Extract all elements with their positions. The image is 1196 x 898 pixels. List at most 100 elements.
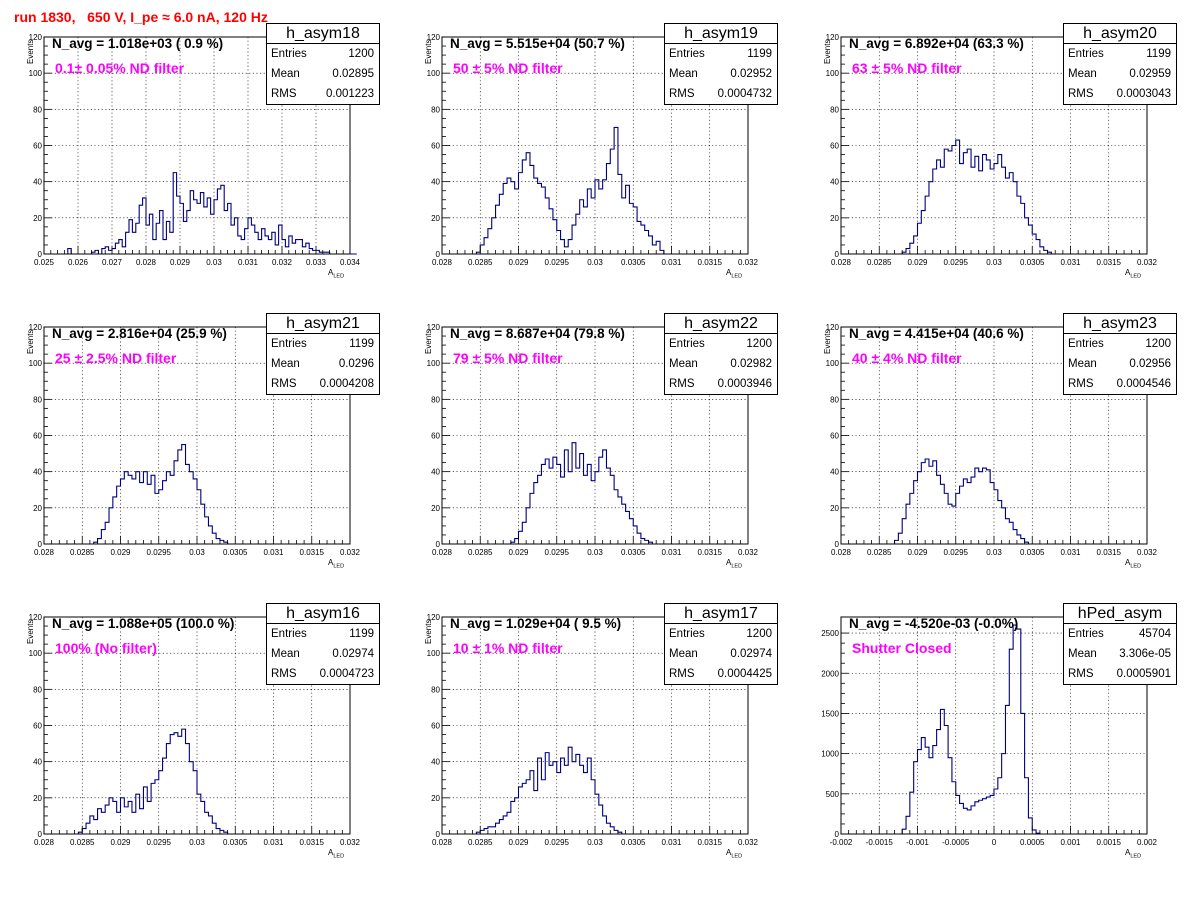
- x-tick-label: 0.0295: [545, 258, 570, 267]
- x-tick-label: 0.031: [263, 548, 284, 557]
- stats-label-entries: Entries: [271, 48, 307, 60]
- x-tick-label: 0.032: [1137, 258, 1158, 267]
- histogram-name: hPed_asym: [1064, 604, 1176, 624]
- stats-value-mean: 0.02895: [332, 68, 374, 80]
- stats-label-rms: RMS: [1068, 378, 1094, 390]
- y-tick-label: 0: [38, 540, 43, 549]
- x-tick-label: 0.0315: [300, 838, 325, 847]
- y-tick-label: 60: [431, 432, 440, 441]
- x-tick-label: 0.032: [1137, 548, 1158, 557]
- x-tick-label: 0.0285: [867, 548, 892, 557]
- stats-label-mean: Mean: [1068, 358, 1097, 370]
- x-tick-label: 0.029: [508, 258, 529, 267]
- stats-row-entries: Entries 1199: [665, 44, 777, 64]
- y-tick-label: 120: [826, 33, 840, 42]
- y-tick-label: 80: [33, 105, 42, 114]
- y-tick-label: 1500: [821, 709, 839, 718]
- y-tick-label: 0: [38, 830, 43, 839]
- x-tick-label: 0.028: [432, 258, 453, 267]
- y-tick-label: 60: [431, 722, 440, 731]
- stats-label-mean: Mean: [669, 68, 698, 80]
- stats-value-mean: 0.02974: [730, 648, 772, 660]
- stats-value-entries: 1200: [1145, 338, 1171, 350]
- x-tick-label: 0.0285: [468, 258, 493, 267]
- stats-label-mean: Mean: [669, 358, 698, 370]
- y-tick-label: 40: [431, 178, 440, 187]
- x-tick-label: 0.0315: [698, 548, 723, 557]
- histogram-name: h_asym21: [267, 314, 379, 334]
- stats-value-entries: 1199: [747, 48, 772, 60]
- x-axis-label-subscript: LED: [333, 853, 345, 860]
- stats-value-entries: 45704: [1139, 628, 1171, 640]
- x-axis-label-subscript: LED: [1130, 273, 1142, 280]
- histogram-plot: 0.028 0.0285 0.029 0.0295 0.03 0.0305 0.031 0.0…: [29, 323, 361, 557]
- filter-label: 10 ± 1% ND filter: [453, 640, 563, 656]
- x-tick-label: 0.0305: [1020, 258, 1045, 267]
- histogram-pad-h_asym22: 0.028 0.0285 0.029 0.0295 0.03 0.0305 0.031 0.0…: [398, 313, 788, 608]
- histogram-series: [901, 139, 1056, 255]
- y-tick-label: 40: [431, 468, 440, 477]
- y-tick-label: 2500: [821, 629, 839, 638]
- histogram-pad-hPed_asym: -0.002 -0.0015 -0.001 -0.0005 0 0.0005 0.001 0.…: [797, 603, 1187, 898]
- y-tick-label: 20: [830, 504, 839, 513]
- n-avg-label: N_avg = 5.515e+04 (50.7 %): [450, 36, 625, 51]
- x-tick-label: 0.0285: [468, 548, 493, 557]
- x-axis-label: ALED: [726, 848, 742, 860]
- x-tick-label: 0.03: [986, 258, 1002, 267]
- stats-label-mean: Mean: [1068, 68, 1097, 80]
- x-tick-label: 0.002: [1137, 838, 1158, 847]
- x-tick-label: 0.026: [68, 258, 89, 267]
- y-tick-label: 1000: [821, 750, 839, 759]
- y-tick-label: 60: [431, 142, 440, 151]
- histogram-series: [77, 728, 232, 835]
- x-axis-label: ALED: [328, 848, 344, 860]
- x-axis-label-subscript: LED: [1130, 563, 1142, 570]
- stats-label-mean: Mean: [271, 68, 300, 80]
- stats-value-mean: 0.02974: [332, 648, 374, 660]
- y-tick-label: 120: [427, 323, 441, 332]
- y-tick-label: 100: [427, 69, 441, 78]
- y-tick-label: 60: [33, 722, 42, 731]
- x-axis-label-main: A: [1125, 268, 1131, 277]
- y-tick-label: 40: [33, 758, 42, 767]
- histogram-pad-h_asym19: 0.028 0.0285 0.029 0.0295 0.03 0.0305 0.031 0.0…: [398, 23, 788, 318]
- filter-label: 25 ± 2.5% ND filter: [55, 350, 177, 366]
- x-tick-label: 0.029: [508, 838, 529, 847]
- stats-box: h_asym17 Entries 1200 Mean 0.02974 RMS 0.00044…: [664, 603, 778, 685]
- x-axis-label: ALED: [1125, 558, 1141, 570]
- x-tick-label: 0.031: [238, 258, 259, 267]
- y-tick-label: 40: [431, 758, 440, 767]
- y-tick-label: 40: [830, 178, 839, 187]
- x-axis-label-subscript: LED: [731, 563, 743, 570]
- x-tick-label: 0.029: [907, 258, 928, 267]
- x-tick-label: 0.0295: [545, 838, 570, 847]
- n-avg-label: N_avg = 8.687e+04 (79.8 %): [450, 326, 625, 341]
- stats-row-rms: RMS 0.001223: [267, 84, 379, 104]
- stats-value-rms: 0.0004546: [1116, 378, 1171, 390]
- y-axis-label: Events: [823, 329, 832, 354]
- stats-label-entries: Entries: [271, 628, 307, 640]
- stats-row-rms: RMS 0.0005901: [1064, 664, 1176, 684]
- n-avg-label: N_avg = -4.520e-03 (-0.0%): [849, 616, 1019, 631]
- x-axis-label: ALED: [1125, 848, 1141, 860]
- stats-box: h_asym22 Entries 1200 Mean 0.02982 RMS 0.00039…: [664, 313, 778, 395]
- y-tick-label: 100: [29, 649, 43, 658]
- y-tick-label: 80: [33, 685, 42, 694]
- y-tick-label: 20: [33, 214, 42, 223]
- x-tick-label: 0.03: [189, 548, 205, 557]
- histogram-name: h_asym17: [665, 604, 777, 624]
- y-tick-label: 100: [826, 359, 840, 368]
- y-tick-label: 20: [33, 794, 42, 803]
- y-tick-label: 40: [33, 468, 42, 477]
- y-tick-label: 120: [29, 323, 43, 332]
- stats-value-mean: 0.02952: [730, 68, 772, 80]
- y-tick-label: 500: [826, 790, 840, 799]
- histogram-pad-h_asym16: 0.028 0.0285 0.029 0.0295 0.03 0.0305 0.031 0.0…: [0, 603, 390, 898]
- y-tick-label: 0: [835, 830, 840, 839]
- x-tick-label: 0.028: [432, 838, 453, 847]
- stats-row-mean: Mean 0.02974: [267, 644, 379, 664]
- x-tick-label: 0.0295: [545, 548, 570, 557]
- y-tick-label: 80: [431, 395, 440, 404]
- stats-value-entries: 1199: [349, 338, 374, 350]
- n-avg-label: N_avg = 1.029e+04 ( 9.5 %): [450, 616, 622, 631]
